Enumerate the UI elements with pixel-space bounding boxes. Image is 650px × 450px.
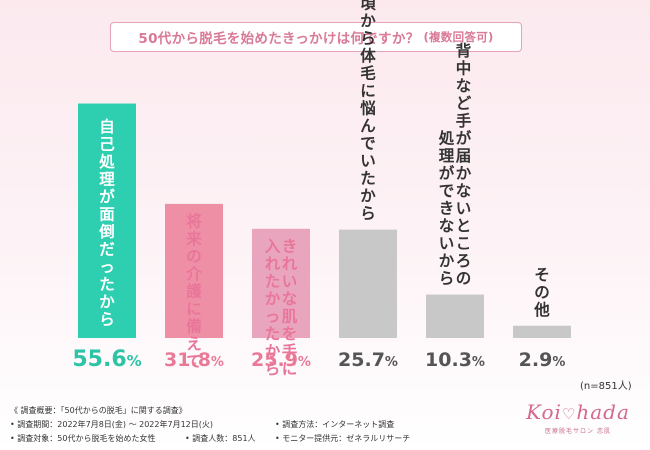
value-label-3: 25.9% [251,349,311,371]
footer-method: • 調査方法：インターネット調査 [275,420,395,429]
value-label-5: 10.3% [425,349,485,371]
category-label-5-1: 背中など手が届かないところの [456,41,472,288]
brand-tagline: 医療脱毛サロン 恋肌 [545,428,611,435]
footer-period: • 調査期間：2022年7月8日(金) ～ 2022年7月12日(火) [10,420,213,429]
chart-title-text: 50代から脱毛を始めたきっかけは何ですか？ [138,31,420,47]
brand-logo-text: Koi♡hada [526,400,630,426]
bar-3 [252,228,310,338]
survey-footer: 《 調査概要：「50代からの脱毛」に関する調査》 • 調査期間：2022年7月8… [0,402,650,450]
category-label-6: その他 [533,266,550,319]
heart-icon: ♡ [561,405,577,423]
footer-overview: 《 調査概要：「50代からの脱毛」に関する調査》 [10,406,187,415]
category-label-3-2: 入れたかったから [265,237,281,378]
bar-6 [513,325,571,338]
category-label-2: 将来の介護に備えて [185,211,202,370]
bar-4 [339,229,397,338]
value-label-6: 2.9% [519,349,566,371]
brand-logo: Koi♡hada 医療脱毛サロン 恋肌 [512,400,644,446]
chart-title: 50代から脱毛を始めたきっかけは何ですか？ (複数回答可) [110,22,522,52]
category-label-1: 自己処理が面倒だったから [98,117,115,329]
value-label-4: 25.7% [338,349,398,371]
bar-5 [426,294,484,338]
footer-count: • 調査人数：851人 [185,434,256,443]
category-label-5-2: 処理ができないから [439,129,455,288]
category-label-4: 若い頃から体毛に悩んでいたから [359,0,376,223]
footer-target: • 調査対象：50代から脱毛を始めた女性 [10,434,156,443]
footer-provider: • モニター提供元：ゼネラルリサーチ [275,434,411,443]
value-label-1: 55.6% [72,347,141,372]
bar-2 [165,203,223,338]
value-label-2: 31.8% [164,349,224,371]
brand-logo-right: hada [576,400,630,424]
sample-size-note: (n=851人) [580,381,632,392]
chart-title-suffix: (複数回答可) [423,30,494,44]
category-label-3-1: きれいな肌を手に [282,237,298,378]
bar-1 [78,103,136,338]
brand-logo-left: Koi [526,400,562,424]
